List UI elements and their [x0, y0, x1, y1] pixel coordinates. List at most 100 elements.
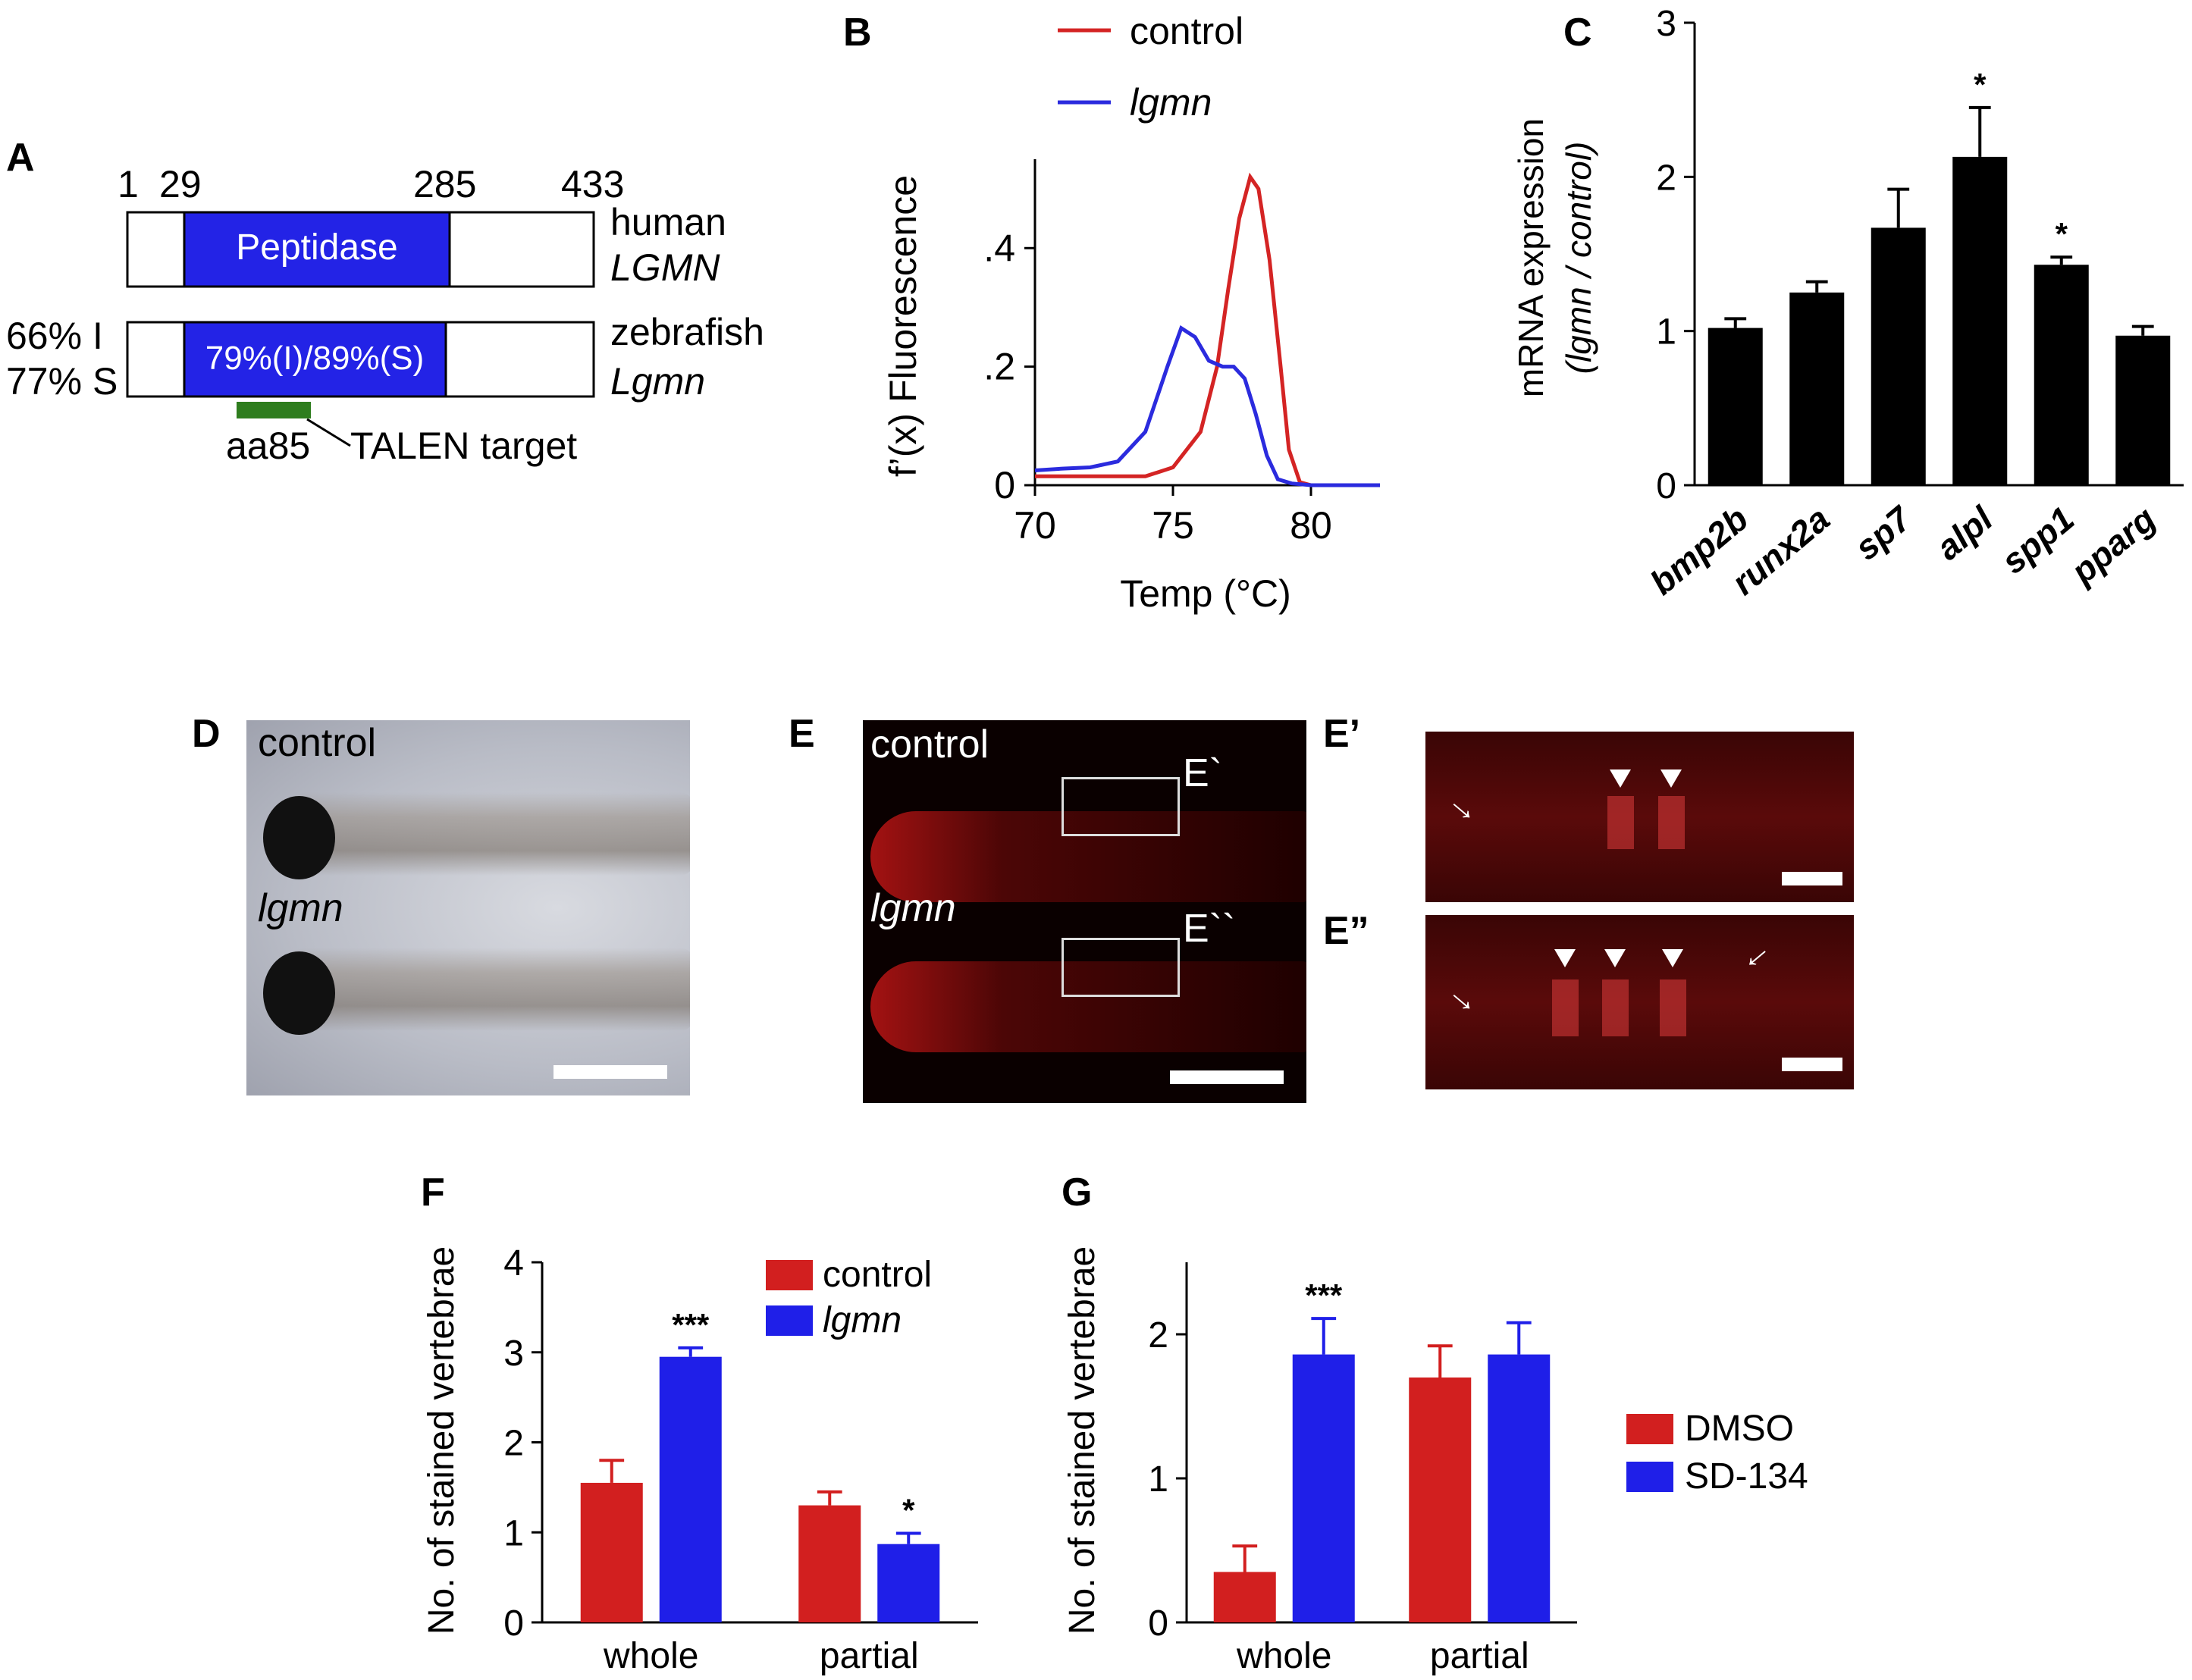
panel-label-g: G: [1062, 1171, 1092, 1215]
arrowhead-icon: [1662, 949, 1683, 967]
panel-label-c: C: [1563, 11, 1592, 55]
x-tick-label: 75: [1152, 504, 1194, 547]
bar: [1871, 227, 1926, 485]
y-tick-label: 1: [503, 1513, 524, 1553]
species-label: human: [610, 201, 726, 243]
x-tick-label: pparg: [2062, 499, 2163, 592]
y-tick-label: 2: [1148, 1315, 1168, 1356]
species-label: zebrafish: [610, 311, 764, 353]
legend-swatch-dmso: [1626, 1414, 1673, 1444]
peptidase-label: Peptidase: [236, 227, 398, 268]
y-axis-label: No. of stained vertebrae: [1062, 1246, 1102, 1635]
bar: [1708, 328, 1763, 485]
y-tick-label: 0: [994, 464, 1015, 506]
bar: [580, 1482, 643, 1622]
fluorescence-larvae-image: control lgmn E` E``: [863, 720, 1306, 1103]
bar: [2115, 335, 2171, 485]
identity-similarity-label: 79%(I)/89%(S): [205, 340, 425, 377]
bar: [1409, 1378, 1472, 1622]
panel-label-e: E: [789, 712, 815, 756]
x-axis-label: Temp (°C): [1120, 572, 1291, 615]
position-label: 1: [118, 163, 139, 205]
photo-label-lgmn: lgmn: [870, 886, 956, 930]
larva-lgmn-fluor: [870, 961, 1306, 1052]
bar: [1488, 1354, 1551, 1622]
y-axis-label-secondary: (lgmn / control): [1559, 142, 1598, 375]
photo-label-control: control: [870, 722, 989, 766]
bar: [1952, 156, 2008, 485]
y-tick-label: 1: [1656, 312, 1676, 353]
y-tick-label: 4: [503, 1243, 524, 1284]
photo-label-lgmn: lgmn: [258, 886, 343, 930]
zoom-box-label: E``: [1183, 907, 1236, 951]
arrow-icon: →: [1439, 970, 1492, 1023]
panel-label-e-double-prime: E”: [1323, 909, 1369, 953]
significance-marker: ***: [1305, 1277, 1343, 1313]
x-tick-label: 70: [1014, 504, 1056, 547]
x-tick-label: partial: [1430, 1636, 1529, 1676]
x-tick-label: whole: [1236, 1636, 1331, 1676]
legend-label-lgmn: lgmn: [1130, 81, 1212, 124]
arrowhead-icon: [1610, 769, 1631, 788]
bar: [877, 1544, 940, 1622]
larva-lgmn: [269, 948, 690, 1031]
gene-label: Lgmn: [610, 360, 705, 403]
arrowhead-icon: [1604, 949, 1626, 967]
arrowhead-icon: [1660, 769, 1682, 788]
panel-label-a: A: [6, 136, 35, 180]
talen-target-bar: [237, 402, 311, 418]
zoom-image-e-prime: →: [1425, 732, 1854, 902]
legend-label-sd134: SD-134: [1685, 1456, 1808, 1497]
scale-bar: [553, 1065, 667, 1079]
larva-control: [269, 792, 690, 876]
position-label: 433: [561, 163, 624, 205]
panel-a-diagram: 1 29 285 433 Peptidase 79%(I)/89%(S) hum…: [6, 163, 764, 467]
talen-pointer-line: [306, 418, 351, 447]
bar: [798, 1505, 861, 1622]
significance-marker: *: [2056, 216, 2068, 252]
aa-position-label: aa85: [226, 425, 310, 467]
panel-label-b: B: [843, 11, 872, 55]
brightfield-larvae-image: control lgmn: [246, 720, 690, 1095]
y-tick-label: 0: [1656, 466, 1676, 506]
position-label: 285: [413, 163, 476, 205]
x-tick-label: spp1: [1993, 499, 2081, 581]
panel-label-f: F: [421, 1171, 445, 1215]
gene-label: LGMN: [610, 246, 720, 289]
bar: [659, 1356, 722, 1622]
arrow-icon: →: [1439, 779, 1492, 832]
zoom-box-label: E`: [1183, 751, 1222, 795]
scale-bar: [1170, 1070, 1284, 1084]
legend-swatch-sd134: [1626, 1462, 1673, 1492]
bar: [1213, 1572, 1276, 1622]
significance-marker: ***: [672, 1307, 710, 1343]
vertebra-stain: [1658, 796, 1685, 849]
legend-label-control: control: [823, 1255, 932, 1295]
panel-label-e-prime: E’: [1323, 712, 1360, 756]
y-tick-label: 3: [503, 1334, 524, 1374]
x-tick-label: sp7: [1847, 497, 1920, 567]
arrow-icon: →: [1735, 936, 1788, 989]
zoom-box: [1062, 938, 1180, 997]
panel-f-chart: 0 1 2 3 4 *** whole * partial No. of stained ver…: [422, 1243, 978, 1676]
y-tick-label: 3: [1656, 4, 1676, 44]
x-tick-label: 80: [1290, 504, 1332, 547]
human-peptidase-domain: [183, 211, 451, 288]
series-line-lgmn: [1034, 324, 1380, 487]
y-tick-label: .2: [983, 346, 1015, 388]
vertebra-stain: [1607, 796, 1634, 849]
y-axis-label: No. of stained vertebrae: [422, 1246, 462, 1635]
arrowhead-icon: [1554, 949, 1576, 967]
larva-eye: [263, 951, 335, 1035]
vertebra-stain: [1552, 979, 1579, 1036]
panel-g-chart: 0 1 2 *** whole partial No. of stained verteb…: [1062, 1246, 1808, 1676]
talen-target-label: TALEN target: [350, 425, 577, 467]
panel-label-d: D: [192, 712, 221, 756]
y-tick-label: 2: [503, 1424, 524, 1464]
vertebra-stain: [1660, 979, 1686, 1036]
bar: [2034, 265, 2089, 485]
identity-percent: 66% I: [6, 315, 103, 357]
legend-label-control: control: [1130, 10, 1243, 52]
